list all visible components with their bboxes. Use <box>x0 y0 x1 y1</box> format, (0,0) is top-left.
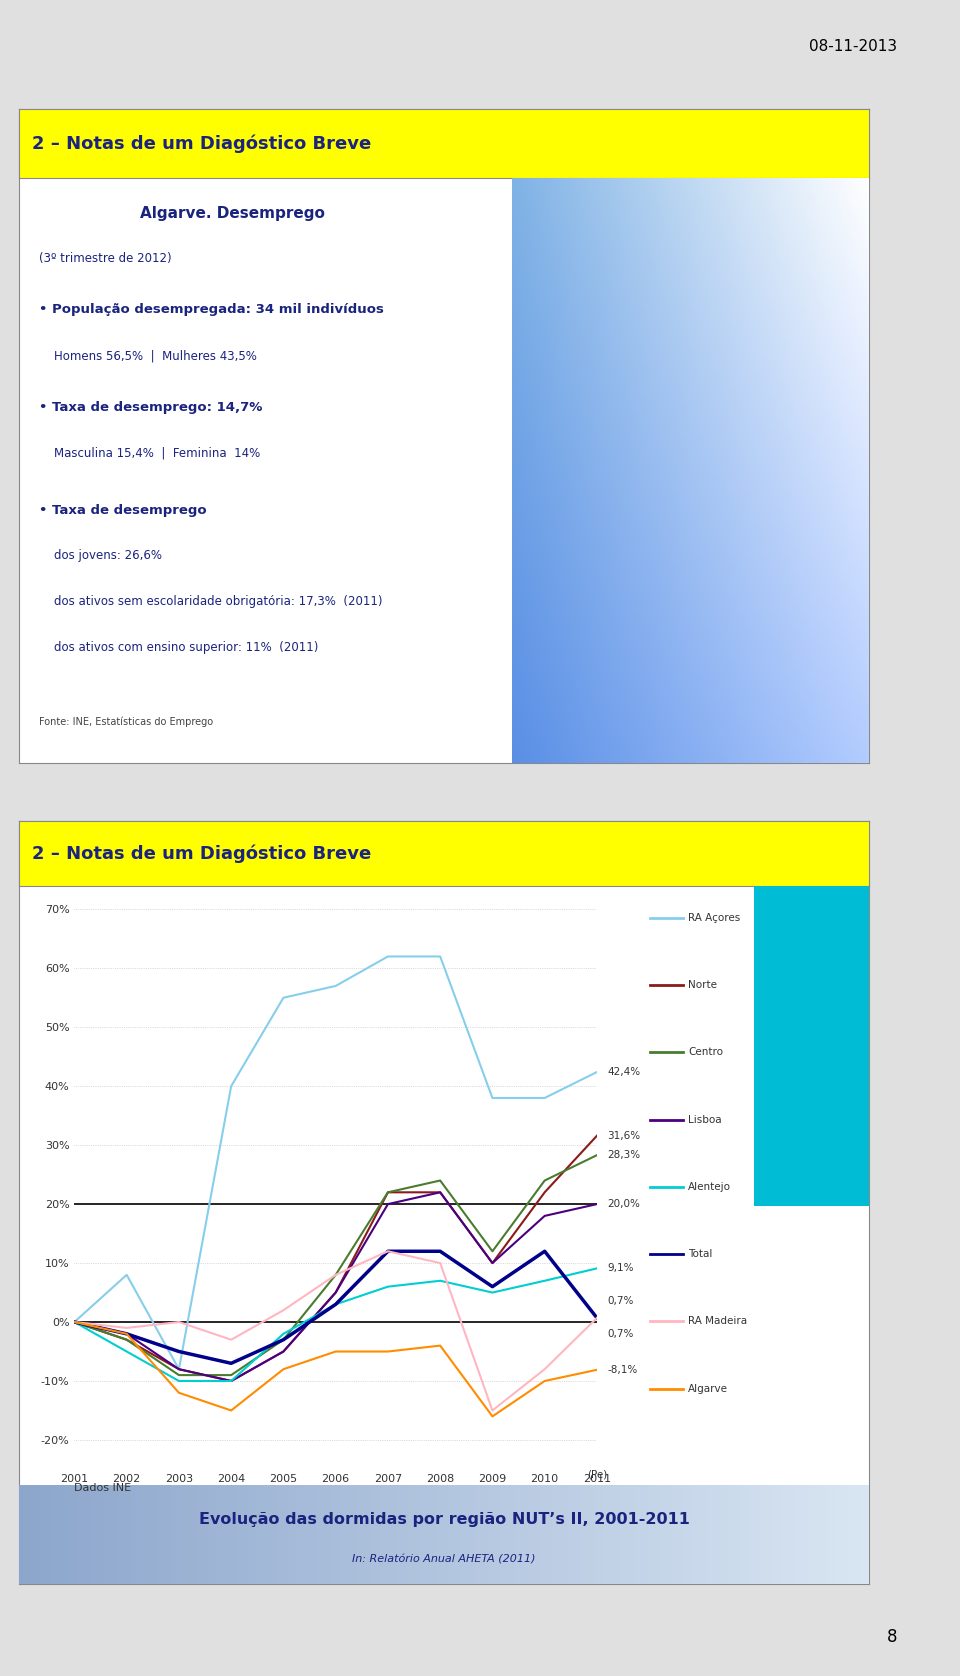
Text: 0,7%: 0,7% <box>608 1329 634 1339</box>
Text: RA Açores: RA Açores <box>688 913 740 923</box>
Text: Centro: Centro <box>688 1048 723 1058</box>
Text: 9,1%: 9,1% <box>608 1264 634 1274</box>
Text: 20,0%: 20,0% <box>608 1198 640 1208</box>
Text: Algarve: Algarve <box>688 1384 728 1394</box>
Text: Total: Total <box>688 1249 712 1259</box>
Text: In: Relatório Anual AHETA (2011): In: Relatório Anual AHETA (2011) <box>352 1554 536 1564</box>
Text: 31,6%: 31,6% <box>608 1131 640 1141</box>
Text: Norte: Norte <box>688 980 717 991</box>
Text: 2 – Notas de um Diagóstico Breve: 2 – Notas de um Diagóstico Breve <box>32 845 372 863</box>
Text: 8: 8 <box>887 1627 898 1646</box>
Text: RA Madeira: RA Madeira <box>688 1316 747 1326</box>
Text: • Taxa de desemprego: 14,7%: • Taxa de desemprego: 14,7% <box>39 401 262 414</box>
Text: • População desempregada: 34 mil indivíduos: • População desempregada: 34 mil indivíd… <box>39 303 384 317</box>
Text: 0,7%: 0,7% <box>608 1297 634 1306</box>
Text: dos ativos sem escolaridade obrigatória: 17,3%  (2011): dos ativos sem escolaridade obrigatória:… <box>55 595 383 608</box>
Text: dos ativos com ensino superior: 11%  (2011): dos ativos com ensino superior: 11% (201… <box>55 640 319 654</box>
Text: (3º trimestre de 2012): (3º trimestre de 2012) <box>39 251 172 265</box>
Text: • Taxa de desemprego: • Taxa de desemprego <box>39 503 206 516</box>
Text: Lisboa: Lisboa <box>688 1115 722 1125</box>
Text: Masculina 15,4%  |  Feminina  14%: Masculina 15,4% | Feminina 14% <box>55 446 260 459</box>
Text: dos jovens: 26,6%: dos jovens: 26,6% <box>55 550 162 563</box>
Text: Dados INE: Dados INE <box>75 1483 132 1493</box>
Text: Algarve. Desemprego: Algarve. Desemprego <box>140 206 325 221</box>
Text: -8,1%: -8,1% <box>608 1364 637 1374</box>
Text: 28,3%: 28,3% <box>608 1150 640 1160</box>
Text: 2 – Notas de um Diagóstico Breve: 2 – Notas de um Diagóstico Breve <box>32 134 372 153</box>
Text: Homens 56,5%  |  Mulheres 43,5%: Homens 56,5% | Mulheres 43,5% <box>55 349 257 362</box>
Text: Alentejo: Alentejo <box>688 1182 732 1192</box>
Text: Fonte: INE, Estatísticas do Emprego: Fonte: INE, Estatísticas do Emprego <box>39 716 213 727</box>
Text: 08-11-2013: 08-11-2013 <box>809 39 898 54</box>
Text: Evolução das dormidas por região NUT’s II, 2001-2011: Evolução das dormidas por região NUT’s I… <box>199 1512 689 1527</box>
Text: 42,4%: 42,4% <box>608 1068 640 1078</box>
Text: (Pe): (Pe) <box>587 1470 607 1480</box>
